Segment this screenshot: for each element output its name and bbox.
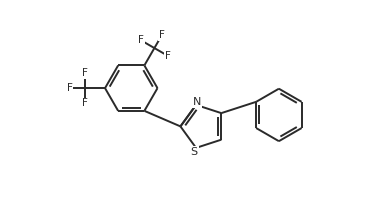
Text: N: N: [193, 97, 201, 107]
Text: S: S: [191, 147, 198, 157]
Text: F: F: [82, 98, 88, 108]
Text: F: F: [67, 83, 72, 93]
Text: F: F: [82, 68, 88, 78]
Text: F: F: [165, 51, 171, 61]
Text: F: F: [159, 30, 165, 40]
Text: F: F: [138, 35, 144, 45]
